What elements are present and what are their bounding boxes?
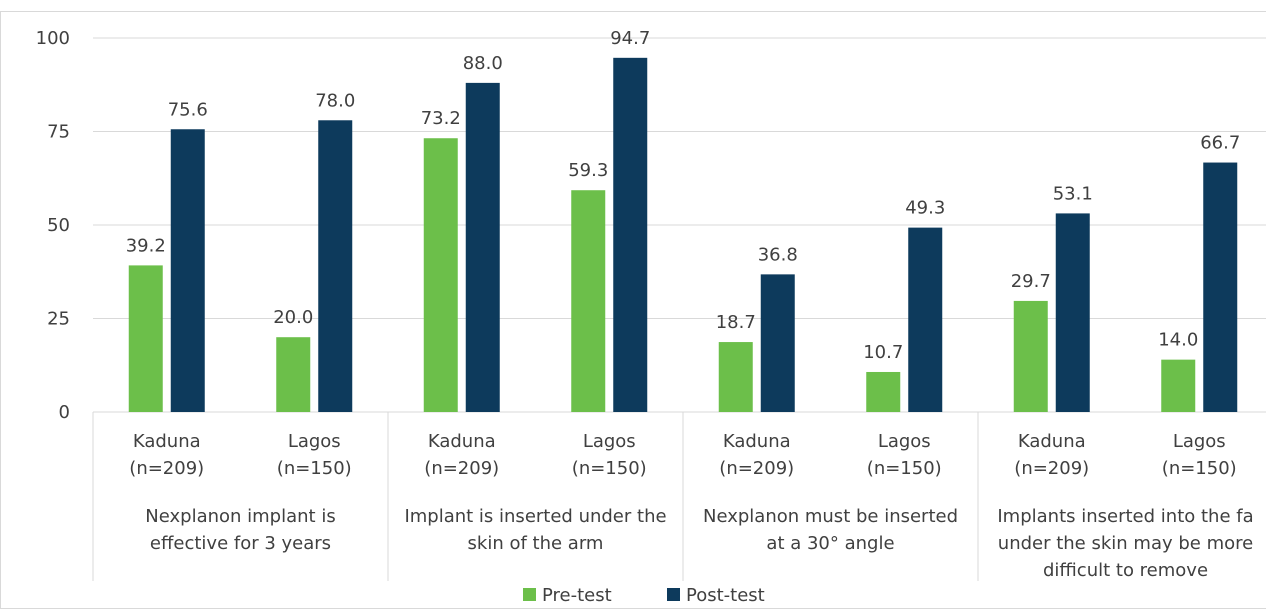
post-test-bar bbox=[318, 120, 353, 412]
data-label: 18.7 bbox=[716, 312, 756, 333]
x-group-label: effective for 3 years bbox=[150, 533, 331, 554]
x-category-sublabel: (n=150) bbox=[867, 458, 942, 479]
post-test-bar bbox=[170, 129, 205, 413]
data-label: 10.7 bbox=[863, 342, 903, 363]
x-category-sublabel: (n=209) bbox=[424, 458, 499, 479]
post-test-bar bbox=[1055, 213, 1090, 412]
data-label: 14.0 bbox=[1158, 330, 1198, 351]
post-test-bar bbox=[908, 227, 943, 412]
y-tick-label: 25 bbox=[47, 309, 70, 330]
legend-label: Post-test bbox=[686, 585, 765, 606]
x-category-sublabel: (n=209) bbox=[129, 458, 204, 479]
data-label: 73.2 bbox=[421, 108, 461, 129]
x-group-label: under the skin may be more bbox=[998, 533, 1253, 554]
y-tick-label: 100 bbox=[36, 28, 70, 49]
data-label: 39.2 bbox=[126, 235, 166, 256]
legend-swatch bbox=[667, 588, 680, 601]
post-test-bar bbox=[465, 82, 500, 412]
pre-test-bar bbox=[1013, 300, 1048, 412]
x-category-label: Kaduna bbox=[723, 431, 791, 452]
legend-swatch bbox=[523, 588, 536, 601]
y-tick-label: 50 bbox=[47, 215, 70, 236]
post-test-bar bbox=[1203, 162, 1238, 412]
x-category-sublabel: (n=150) bbox=[1162, 458, 1237, 479]
data-label: 78.0 bbox=[315, 90, 355, 111]
x-category-sublabel: (n=209) bbox=[719, 458, 794, 479]
pre-test-bar bbox=[276, 337, 311, 412]
post-test-bar bbox=[613, 57, 648, 413]
pre-test-bar bbox=[866, 371, 901, 412]
x-group-label: Implants inserted into the fa bbox=[997, 506, 1253, 527]
pre-test-bar bbox=[718, 342, 753, 412]
x-category-label: Kaduna bbox=[133, 431, 201, 452]
data-label: 59.3 bbox=[568, 160, 608, 181]
x-category-label: Lagos bbox=[583, 431, 636, 452]
y-tick-label: 75 bbox=[47, 122, 70, 143]
legend-label: Pre-test bbox=[542, 585, 612, 606]
x-group-label: at a 30° angle bbox=[766, 533, 894, 554]
data-label: 36.8 bbox=[758, 244, 798, 265]
pre-test-bar bbox=[128, 265, 163, 412]
x-category-label: Kaduna bbox=[428, 431, 496, 452]
x-category-label: Lagos bbox=[288, 431, 341, 452]
x-category-sublabel: (n=150) bbox=[277, 458, 352, 479]
data-label: 49.3 bbox=[905, 198, 945, 219]
data-label: 53.1 bbox=[1053, 183, 1093, 204]
pre-test-bar bbox=[571, 190, 606, 412]
data-label: 20.0 bbox=[273, 307, 313, 328]
post-test-bar bbox=[760, 274, 795, 412]
data-label: 88.0 bbox=[463, 53, 503, 74]
x-group-label: Implant is inserted under the bbox=[404, 506, 666, 527]
x-group-label: difficult to remove bbox=[1043, 560, 1208, 581]
y-tick-label: 0 bbox=[59, 402, 70, 423]
x-category-label: Lagos bbox=[1173, 431, 1226, 452]
data-label: 66.7 bbox=[1200, 133, 1240, 154]
x-group-label: skin of the arm bbox=[468, 533, 604, 554]
pre-test-bar bbox=[1161, 359, 1196, 412]
x-category-sublabel: (n=150) bbox=[572, 458, 647, 479]
data-label: 75.6 bbox=[168, 99, 208, 120]
x-category-label: Kaduna bbox=[1018, 431, 1086, 452]
pre-test-bar bbox=[423, 138, 458, 412]
x-group-label: Nexplanon must be inserted bbox=[703, 506, 958, 527]
x-category-label: Lagos bbox=[878, 431, 931, 452]
x-group-label: Nexplanon implant is bbox=[145, 506, 335, 527]
x-category-sublabel: (n=209) bbox=[1014, 458, 1089, 479]
data-label: 94.7 bbox=[610, 28, 650, 49]
data-label: 29.7 bbox=[1011, 271, 1051, 292]
